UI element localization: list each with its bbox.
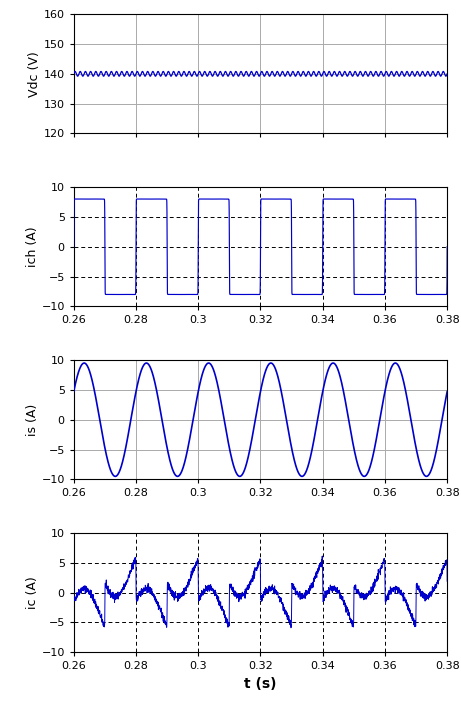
Y-axis label: is (A): is (A) xyxy=(25,403,39,436)
Y-axis label: ich (A): ich (A) xyxy=(25,226,39,267)
X-axis label: t (s): t (s) xyxy=(244,677,277,691)
Y-axis label: ic (A): ic (A) xyxy=(25,576,39,609)
Y-axis label: Vdc (V): Vdc (V) xyxy=(28,51,41,96)
